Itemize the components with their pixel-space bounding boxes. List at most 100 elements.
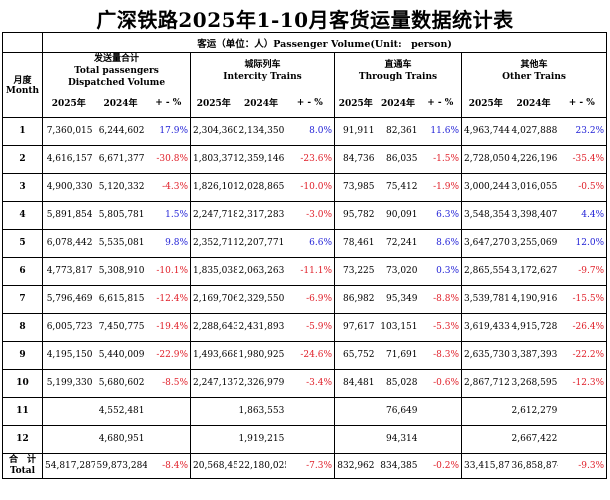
total-change-cell: 17.9%	[146, 116, 191, 146]
through-2025-cell: 95,782	[334, 200, 377, 230]
intercity-change-cell: 6.6%	[285, 228, 335, 258]
total-2024-cell: 6,244,602	[94, 116, 147, 146]
table-row: 12 4,680,951 1,919,215 94,314 2,667,422	[2, 424, 608, 454]
other-change-cell: -26.4%	[557, 312, 608, 342]
other-change-cell: -35.4%	[557, 144, 608, 174]
intercity-change-cell	[285, 424, 335, 454]
table-row: 5 6,078,442 5,535,081 9.8% 2,352,711 2,207,77…	[2, 228, 608, 258]
through-2024-cell: 90,091	[376, 200, 420, 230]
subheader-intercity-2024: 2024年	[236, 89, 286, 118]
other-2025-cell: 3,000,244	[461, 172, 510, 202]
total-change-cell: -12.4%	[146, 284, 191, 314]
intercity-change-cell: -10.0%	[285, 172, 335, 202]
through-2025-cell: 78,461	[334, 228, 377, 258]
total-label-zh: 合 计	[8, 454, 36, 465]
month-cell: 7	[2, 284, 43, 314]
other-2024-cell: 2,612,279	[509, 396, 558, 426]
other-2025-cell: 3,619,433	[461, 312, 510, 342]
month-header-zh: 月度	[13, 76, 32, 87]
total-change-cell	[146, 396, 191, 426]
through-change-cell	[419, 396, 462, 426]
month-cell: 9	[2, 340, 43, 370]
total-change-cell: -8.5%	[146, 368, 191, 398]
intercity-2024-cell: 2,028,865	[236, 172, 286, 202]
intercity-change-cell: -24.6%	[285, 340, 335, 370]
month-cell: 3	[2, 172, 43, 202]
other-2024-cell: 3,172,627	[509, 256, 558, 286]
total-label: 合 计 Total	[2, 452, 43, 479]
total-2025-cell: 4,195,150	[42, 340, 95, 370]
through-change-cell: 8.6%	[419, 228, 462, 258]
through-change-cell: 11.6%	[419, 116, 462, 146]
total-change-cell: -10.1%	[146, 256, 191, 286]
intercity-2025-cell: 2,247,137	[190, 368, 237, 398]
total-2024-cell: 4,552,481	[94, 396, 147, 426]
total-2025-cell: 7,360,015	[42, 116, 95, 146]
total-change-cell: -22.9%	[146, 340, 191, 370]
total-intercity-2024-cell: 22,180,025	[236, 452, 286, 479]
total-2024-cell: 6,615,815	[94, 284, 147, 314]
through-2025-cell	[334, 396, 377, 426]
total-2024-cell: 5,680,602	[94, 368, 147, 398]
through-change-cell: -8.8%	[419, 284, 462, 314]
total-2024-cell: 4,680,951	[94, 424, 147, 454]
table-row: 11 4,552,481 1,863,553 76,649 2,612,279	[2, 396, 608, 426]
total-intercity-change-cell: -7.3%	[285, 452, 335, 479]
intercity-2025-cell	[190, 424, 237, 454]
group-header-total: 发送量合计 Total passengers Dispatched Volume	[42, 52, 191, 89]
group-header-total-zh: 发送量合计	[93, 54, 139, 64]
total-other-2024-cell: 36,858,874	[509, 452, 558, 479]
through-2025-cell: 73,985	[334, 172, 377, 202]
intercity-change-cell	[285, 396, 335, 426]
intercity-change-cell: -3.0%	[285, 200, 335, 230]
table-row: 6 4,773,817 5,308,910 -10.1% 1,835,038 2,063,…	[2, 256, 608, 286]
total-2025-cell: 6,078,442	[42, 228, 95, 258]
month-header: 月度 Month	[2, 52, 43, 118]
through-change-cell: 0.3%	[419, 256, 462, 286]
through-change-cell: -5.3%	[419, 312, 462, 342]
total-2024-cell: 5,440,009	[94, 340, 147, 370]
subheader-other-change: + - %	[557, 89, 608, 118]
total-other-change-cell: -9.3%	[557, 452, 608, 479]
total-2024-cell: 5,308,910	[94, 256, 147, 286]
month-cell: 11	[2, 396, 43, 426]
through-2024-cell: 76,649	[376, 396, 420, 426]
month-cell: 12	[2, 424, 43, 454]
total-total-2025-cell: 54,817,287	[42, 452, 95, 479]
total-through-2024-cell: 834,385	[376, 452, 420, 479]
intercity-2025-cell: 2,247,718	[190, 200, 237, 230]
subheader-other-2025: 2025年	[461, 89, 510, 118]
total-2025-cell: 6,005,723	[42, 312, 95, 342]
subheader-total-change: + - %	[146, 89, 191, 118]
intercity-change-cell: -5.9%	[285, 312, 335, 342]
total-2025-cell: 4,773,817	[42, 256, 95, 286]
intercity-2024-cell: 1,980,925	[236, 340, 286, 370]
other-change-cell: -12.3%	[557, 368, 608, 398]
other-2025-cell: 2,865,554	[461, 256, 510, 286]
other-2024-cell: 2,667,422	[509, 424, 558, 454]
other-change-cell	[557, 424, 608, 454]
total-2024-cell: 5,535,081	[94, 228, 147, 258]
other-2025-cell: 2,635,730	[461, 340, 510, 370]
intercity-2024-cell: 2,317,283	[236, 200, 286, 230]
through-2024-cell: 85,028	[376, 368, 420, 398]
other-2025-cell: 2,728,050	[461, 144, 510, 174]
intercity-2024-cell: 2,431,893	[236, 312, 286, 342]
total-label-en: Total	[9, 465, 36, 476]
through-2024-cell: 71,691	[376, 340, 420, 370]
other-2025-cell: 3,647,270	[461, 228, 510, 258]
through-change-cell: -0.6%	[419, 368, 462, 398]
other-2024-cell: 3,268,595	[509, 368, 558, 398]
group-header-intercity-en: Intercity Trains	[223, 72, 302, 82]
subheader-through-2024: 2024年	[376, 89, 420, 118]
through-change-cell: -1.5%	[419, 144, 462, 174]
month-cell: 2	[2, 144, 43, 174]
subheader-through-change: + - %	[419, 89, 462, 118]
total-intercity-2025-cell: 20,568,453	[190, 452, 237, 479]
through-2025-cell: 65,752	[334, 340, 377, 370]
table-row: 8 6,005,723 7,450,775 -19.4% 2,288,643 2,431,…	[2, 312, 608, 342]
total-2024-cell: 7,450,775	[94, 312, 147, 342]
total-change-cell: 9.8%	[146, 228, 191, 258]
group-header-through-en: Through Trains	[358, 72, 438, 82]
other-2024-cell: 4,190,916	[509, 284, 558, 314]
